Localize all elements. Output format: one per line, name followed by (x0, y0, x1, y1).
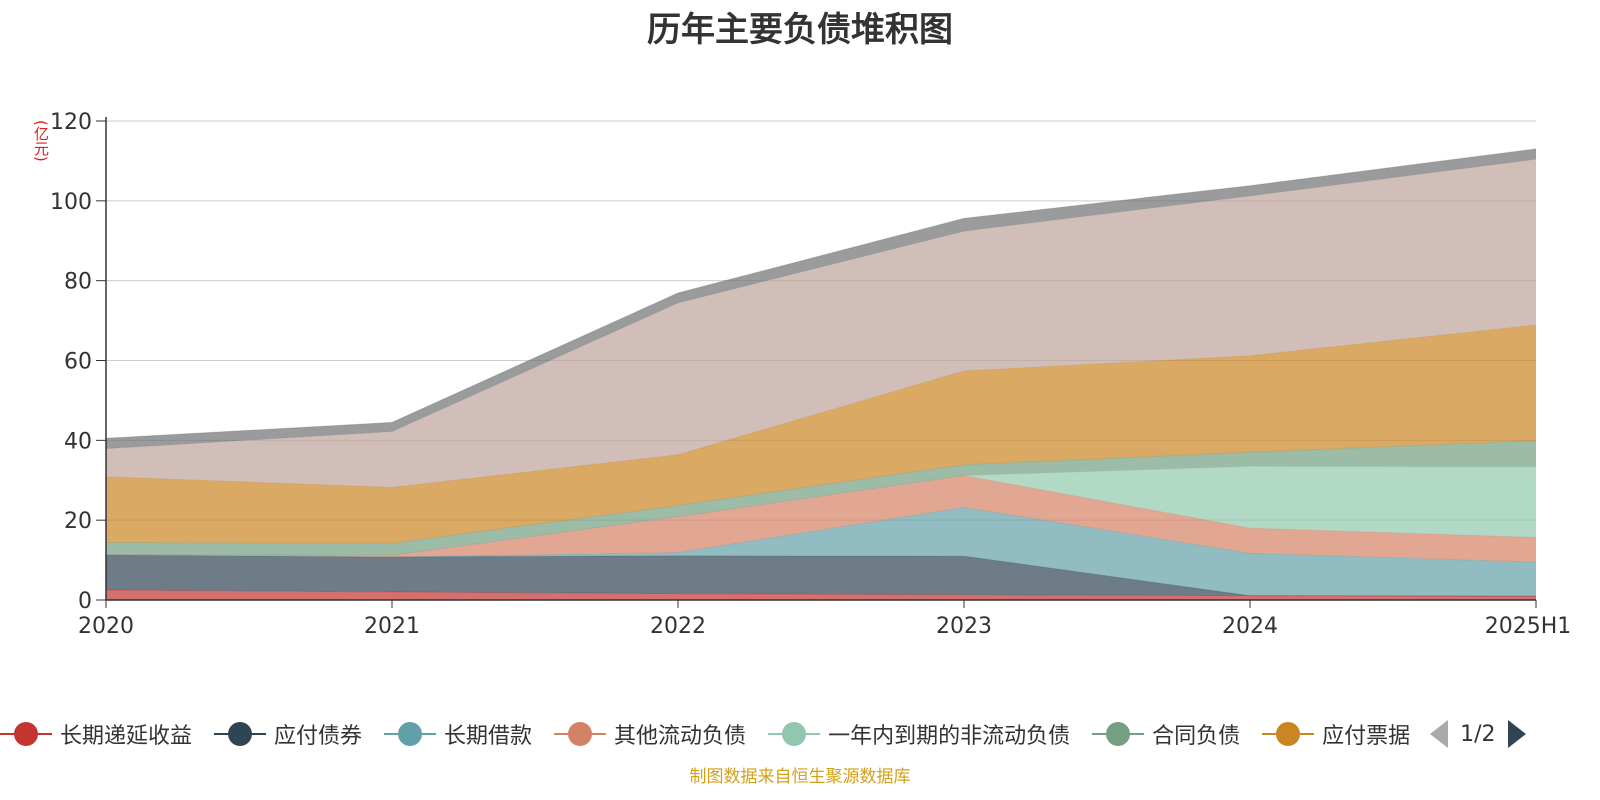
y-tick-label: 60 (64, 350, 92, 375)
legend-marker-icon (554, 721, 607, 747)
legend-item[interactable]: 长期递延收益 (0, 718, 192, 750)
y-tick-label: 40 (64, 429, 92, 454)
legend-marker-icon (1262, 721, 1315, 747)
legend-item[interactable]: 长期借款 (384, 718, 532, 750)
legend-item[interactable]: 一年内到期的非流动负债 (768, 718, 1070, 750)
y-tick-label: 0 (78, 589, 92, 614)
legend-label: 长期借款 (444, 724, 533, 749)
y-tick-label: 100 (50, 190, 92, 215)
legend-label: 应付债券 (274, 724, 363, 749)
legend-next-page-icon[interactable] (1507, 720, 1526, 748)
legend-label: 合同负债 (1152, 724, 1241, 749)
x-tick-label: 2023 (936, 614, 992, 639)
legend-item[interactable]: 合同负债 (1092, 718, 1240, 750)
x-tick-label: 2020 (78, 614, 134, 639)
legend-marker-icon (0, 721, 52, 747)
legend-label: 一年内到期的非流动负债 (828, 724, 1071, 749)
legend-marker-icon (1092, 721, 1145, 747)
legend-marker-icon (768, 721, 821, 747)
x-tick-label: 2022 (650, 614, 706, 639)
legend-page-indicator: 1/2 (1460, 721, 1496, 747)
area-series-line-0 (105, 589, 1537, 597)
legend-item[interactable]: 应付债券 (214, 718, 362, 750)
legend-pager: 1/2 (1430, 720, 1526, 748)
area-series-6[interactable] (106, 325, 1536, 544)
legend-label: 其他流动负债 (614, 724, 747, 749)
data-source-note: 制图数据来自恒生聚源数据库 (689, 767, 911, 787)
y-axis-unit-label: (亿元) (32, 120, 50, 162)
area-series-line-8 (105, 148, 1537, 439)
y-tick-label: 120 (50, 110, 92, 135)
y-tick-label: 20 (64, 509, 92, 534)
area-series-4[interactable] (106, 466, 1536, 556)
axis-layer: 0 20 40 60 80 100 120 2020 2021 2022 2023 2024 2025H… (50, 110, 1571, 639)
y-tick-label: 80 (64, 270, 92, 295)
area-series-2[interactable] (106, 507, 1536, 596)
legend-marker-icon (384, 721, 437, 747)
legend-prev-page-icon[interactable] (1430, 720, 1449, 748)
stacked-area-chart: 0 20 40 60 80 100 120 2020 2021 2022 2023 2024 2025H… (50, 110, 1571, 639)
x-tick-label: 2025H1 (1485, 614, 1572, 639)
legend-label: 长期递延收益 (60, 724, 193, 749)
area-series-5[interactable] (106, 440, 1536, 556)
legend-item[interactable]: 其他流动负债 (554, 718, 746, 750)
area-series-7[interactable] (106, 159, 1536, 488)
legend-label: 应付票据 (1322, 724, 1411, 749)
legend: 长期递延收益 应付债券 长期借款 其他流动负债 一年内到期的非流动负债 合同负债 应付票据 … (0, 716, 1600, 752)
area-layer (105, 148, 1537, 600)
area-series-3[interactable] (106, 475, 1536, 563)
legend-marker-icon (214, 721, 267, 747)
area-series-0[interactable] (106, 590, 1536, 600)
x-tick-label: 2021 (364, 614, 420, 639)
legend-item[interactable]: 应付票据 (1262, 718, 1410, 750)
x-tick-label: 2024 (1222, 614, 1278, 639)
chart-title: 历年主要负债堆积图 (647, 10, 953, 50)
